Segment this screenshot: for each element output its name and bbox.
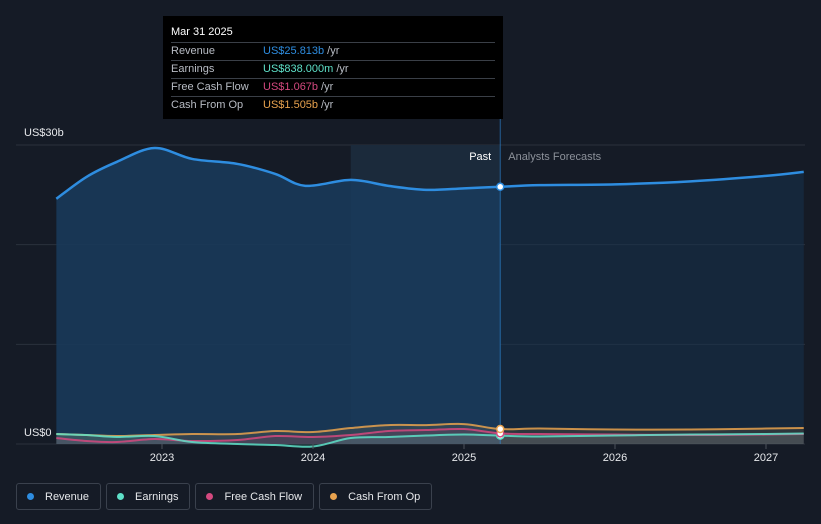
x-tick-label: 2023 (150, 452, 174, 464)
tooltip-value: US$1.067b (263, 81, 319, 93)
tooltip-row-free-cash-flow: Free Cash Flow US$1.067b /yr (171, 78, 495, 96)
revenue-area-past (56, 147, 501, 444)
chart-legend: Revenue Earnings Free Cash Flow Cash Fro… (16, 483, 433, 510)
y-axis-top-label: US$30b (24, 127, 64, 139)
legend-label: Free Cash Flow (224, 490, 303, 503)
series-line-revenue (55, 146, 804, 200)
past-label: Past (469, 151, 491, 163)
legend-item-earnings[interactable]: Earnings (106, 483, 191, 510)
legend-label: Cash From Op (348, 490, 421, 503)
series-line-earnings (56, 432, 804, 448)
legend-dot-icon (206, 493, 214, 500)
tooltip-value: US$1.505b (263, 99, 319, 111)
legend-label: Revenue (45, 490, 90, 503)
legend-item-revenue[interactable]: Revenue (16, 483, 102, 510)
hover-marker-revenue (495, 182, 505, 192)
tooltip-row-earnings: Earnings US$838.000m /yr (171, 60, 495, 78)
x-tick-label: 2024 (301, 452, 325, 464)
legend-dot-icon (117, 493, 125, 500)
x-tick-label: 2026 (603, 452, 627, 464)
legend-dot-icon (27, 493, 34, 500)
axis-labels: US$30b US$0 Past Analysts Forecasts (24, 127, 602, 439)
x-axis-ticks: 2023 2024 2025 2026 2027 (150, 444, 778, 464)
hover-tooltip: Mar 31 2025 Revenue US$25.813b /yr Earni… (163, 16, 503, 119)
tooltip-value: US$838.000m (263, 63, 334, 75)
tooltip-label: Revenue (171, 45, 216, 57)
tooltip-unit: /yr (321, 99, 334, 111)
tooltip-row-cash-from-op: Cash From Op US$1.505b /yr (171, 96, 495, 114)
legend-item-free-cash-flow[interactable]: Free Cash Flow (195, 483, 315, 510)
legend-item-cash-from-op[interactable]: Cash From Op (319, 483, 433, 510)
series-lines (55, 146, 804, 448)
tooltip-date: Mar 31 2025 (171, 26, 233, 38)
tooltip-unit: /yr (336, 63, 349, 75)
tooltip-value: US$25.813b (263, 45, 325, 57)
forecast-label: Analysts Forecasts (508, 151, 601, 163)
tooltip-unit: /yr (327, 45, 340, 57)
hover-marker-cash-from-op (495, 424, 505, 434)
tooltip-row-revenue: Revenue US$25.813b /yr (171, 42, 495, 60)
x-tick-label: 2025 (452, 452, 476, 464)
tooltip-label: Cash From Op (171, 99, 244, 111)
x-tick-label: 2027 (754, 452, 778, 464)
tooltip-unit: /yr (321, 81, 334, 93)
hover-markers (495, 119, 505, 444)
tooltip-label: Free Cash Flow (171, 81, 249, 93)
y-axis-bottom-label: US$0 (24, 427, 52, 439)
series-areas (56, 147, 804, 447)
legend-dot-icon (330, 493, 338, 500)
tooltip-label: Earnings (171, 63, 215, 75)
legend-label: Earnings (135, 490, 179, 503)
series-area-1 (56, 433, 804, 447)
